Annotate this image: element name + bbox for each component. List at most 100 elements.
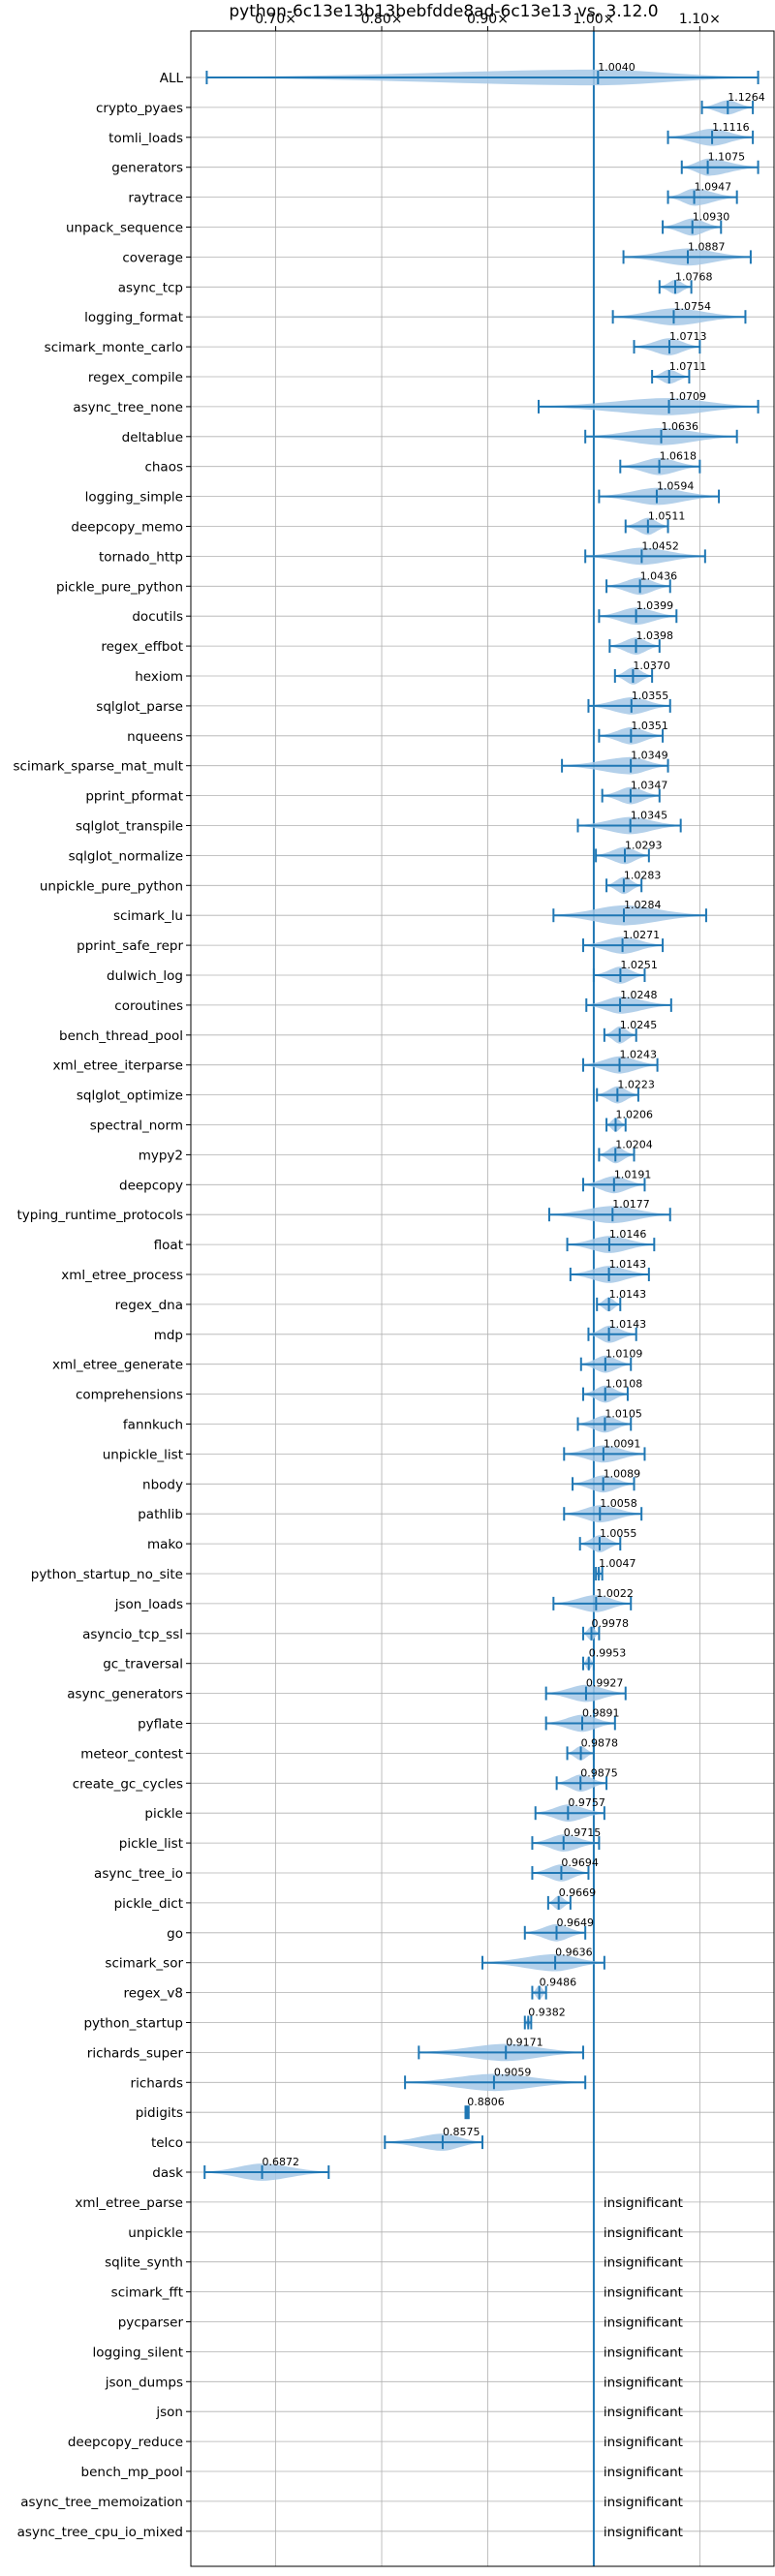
insignificant-label-json: insignificant: [604, 2405, 683, 2420]
insignificant-label-async-tree-cpu-io-mixed: insignificant: [604, 2525, 683, 2540]
y-tick-label-deltablue: deltablue: [122, 430, 183, 445]
y-tick-label-unpickle-pure-python: unpickle_pure_python: [40, 878, 183, 894]
x-tick-label: 0.90×: [467, 12, 509, 27]
y-tick-label-sqlglot-normalize: sqlglot_normalize: [69, 848, 183, 864]
y-tick-label-sqlglot-optimize: sqlglot_optimize: [77, 1089, 183, 1104]
y-tick-label-pickle-list: pickle_list: [119, 1836, 183, 1852]
value-label-sqlglot-normalize: 1.0293: [625, 839, 663, 851]
value-label-asyncio-tcp-ssl: 0.9978: [592, 1617, 630, 1630]
y-tick-label-pycparser: pycparser: [118, 2315, 184, 2331]
insignificant-label-xml-etree-parse: insignificant: [604, 2195, 683, 2211]
y-tick-label-sqlite-synth: sqlite_synth: [105, 2255, 183, 2271]
value-label-telco: 0.8575: [443, 2126, 480, 2138]
insignificant-label-scimark-fft: insignificant: [604, 2285, 683, 2301]
y-tick-label-deepcopy: deepcopy: [119, 1178, 183, 1193]
value-label-scimark-sor: 0.9636: [555, 1947, 593, 1959]
y-tick-label-bench-thread-pool: bench_thread_pool: [59, 1028, 183, 1044]
value-label-async-tree-none: 1.0709: [669, 390, 707, 403]
y-tick-label-mdp: mdp: [154, 1328, 183, 1343]
y-tick-label-python-startup-no-site: python_startup_no_site: [31, 1567, 183, 1582]
value-label-bench-thread-pool: 1.0245: [620, 1019, 658, 1031]
y-tick-label-xml-etree-process: xml_etree_process: [61, 1268, 183, 1283]
value-label-typing-runtime-protocols: 1.0177: [612, 1198, 650, 1211]
y-tick-label-fannkuch: fannkuch: [123, 1418, 183, 1433]
y-tick-label-nqueens: nqueens: [127, 729, 183, 745]
value-label-ALL: 1.0040: [598, 61, 636, 74]
y-tick-label-logging-silent: logging_silent: [93, 2345, 183, 2360]
y-tick-label-logging-format: logging_format: [84, 310, 183, 325]
value-label-nqueens: 1.0351: [631, 720, 668, 732]
y-tick-label-go: go: [167, 1926, 183, 1942]
y-tick-label-pickle: pickle: [144, 1806, 183, 1822]
label-layer: 1.0040 1.1264 1.1116 1.1075 1.0947 1.0930 1.08…: [263, 61, 765, 2540]
y-tick-label-typing-runtime-protocols: typing_runtime_protocols: [17, 1208, 184, 1223]
y-tick-label-async-generators: async_generators: [67, 1687, 183, 1702]
value-label-pickle-pure-python: 1.0436: [640, 569, 678, 582]
value-label-unpack-sequence: 1.0930: [693, 211, 730, 224]
value-label-regex-effbot: 1.0398: [636, 629, 673, 642]
value-label-create-gc-cycles: 0.9875: [580, 1766, 618, 1779]
y-tick-label-deepcopy-memo: deepcopy_memo: [71, 520, 183, 536]
value-label-deepcopy: 1.0191: [614, 1168, 652, 1181]
value-label-unpickle-pure-python: 1.0283: [624, 869, 662, 881]
value-label-richards: 0.9059: [494, 2066, 532, 2078]
value-label-async-tcp: 1.0768: [675, 270, 713, 283]
y-tick-label-richards: richards: [131, 2075, 183, 2091]
y-tick-label-pprint-pformat: pprint_pformat: [85, 789, 183, 805]
insignificant-label-async-tree-memoization: insignificant: [604, 2495, 683, 2510]
value-label-gc-traversal: 0.9953: [589, 1647, 627, 1660]
value-label-docutils: 1.0399: [636, 599, 674, 612]
y-tick-label-dask: dask: [152, 2165, 183, 2181]
value-label-xml-etree-process: 1.0143: [609, 1258, 647, 1271]
value-label-coroutines: 1.0248: [620, 989, 658, 1001]
y-tick-label-tornado-http: tornado_http: [99, 549, 183, 565]
value-label-nbody: 1.0089: [604, 1467, 641, 1480]
value-label-mako: 1.0055: [600, 1527, 637, 1540]
y-tick-label-raytrace: raytrace: [128, 191, 183, 206]
value-label-regex-compile: 1.0711: [669, 360, 707, 373]
insignificant-label-pycparser: insignificant: [604, 2315, 683, 2331]
insignificant-label-logging-silent: insignificant: [604, 2345, 683, 2360]
y-tick-label-xml-etree-parse: xml_etree_parse: [75, 2195, 183, 2211]
y-tick-label-docutils: docutils: [132, 609, 183, 625]
value-label-sqlglot-transpile: 1.0345: [631, 810, 668, 822]
value-label-scimark-sparse-mat-mult: 1.0349: [631, 750, 668, 762]
y-tick-label-generators: generators: [111, 161, 183, 176]
value-label-tornado-http: 1.0452: [641, 539, 679, 552]
y-tick-label-telco: telco: [151, 2135, 183, 2151]
value-label-chaos: 1.0618: [660, 450, 698, 463]
value-label-scimark-monte-carlo: 1.0713: [669, 330, 707, 343]
y-tick-label-regex-compile: regex_compile: [88, 370, 183, 385]
value-label-scimark-lu: 1.0284: [624, 899, 662, 911]
y-tick-label-async-tree-none: async_tree_none: [73, 400, 183, 415]
value-label-coverage: 1.0887: [688, 240, 726, 253]
insignificant-label-sqlite-synth: insignificant: [604, 2255, 683, 2271]
value-label-tomli-loads: 1.1116: [712, 121, 750, 134]
value-label-pyflate: 0.9891: [582, 1707, 620, 1720]
y-tick-label-async-tree-cpu-io-mixed: async_tree_cpu_io_mixed: [17, 2525, 183, 2540]
y-tick-label-json-dumps: json_dumps: [105, 2375, 183, 2390]
y-tick-label-bench-mp-pool: bench_mp_pool: [81, 2465, 183, 2480]
y-tick-label-mako: mako: [147, 1537, 183, 1552]
y-tick-label-unpack-sequence: unpack_sequence: [66, 221, 183, 236]
y-tick-label-json-loads: json_loads: [114, 1597, 183, 1612]
y-tick-label-asyncio-tcp-ssl: asyncio_tcp_ssl: [82, 1627, 183, 1642]
y-tick-label-unpickle: unpickle: [128, 2225, 183, 2241]
y-tick-label-spectral-norm: spectral_norm: [90, 1119, 183, 1134]
y-tick-label-float: float: [154, 1238, 183, 1253]
y-tick-label-regex-effbot: regex_effbot: [101, 639, 183, 655]
y-tick-label-scimark-monte-carlo: scimark_monte_carlo: [45, 340, 183, 355]
y-tick-label-scimark-sparse-mat-mult: scimark_sparse_mat_mult: [14, 759, 183, 775]
x-tick-label: 0.70×: [255, 12, 296, 27]
insignificant-label-bench-mp-pool: insignificant: [604, 2465, 683, 2480]
value-label-xml-etree-generate: 1.0109: [605, 1348, 643, 1361]
y-tick-label-scimark-lu: scimark_lu: [113, 908, 183, 924]
y-tick-label-hexiom: hexiom: [135, 669, 183, 685]
value-label-sqlglot-parse: 1.0355: [632, 690, 669, 702]
axis-layer: 0.70× 0.80× 0.90× 1.00× 1.10× ALL crypto_pyaes…: [14, 12, 721, 2540]
plot-frame: [190, 30, 775, 2567]
value-label-float: 1.0146: [609, 1228, 647, 1241]
y-tick-label-coroutines: coroutines: [114, 998, 183, 1014]
y-tick-label-crypto-pyaes: crypto_pyaes: [96, 101, 183, 116]
